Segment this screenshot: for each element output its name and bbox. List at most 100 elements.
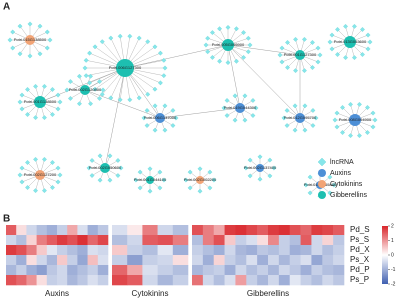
heatmap-cell — [36, 245, 48, 256]
heatmap-cell — [257, 235, 269, 246]
node-label: Potri.002G002200 — [184, 177, 217, 182]
lncrna-node — [329, 46, 335, 52]
heatmap-cell — [257, 245, 269, 256]
heatmap-cell — [172, 235, 189, 246]
row-label: Ps_X — [350, 255, 370, 264]
node-label: Potri.006G137000 — [144, 115, 177, 120]
legend-symbol — [318, 191, 326, 199]
heatmap-cell — [172, 245, 189, 256]
lncrna-node — [25, 185, 30, 190]
lncrna-node — [187, 169, 193, 175]
heatmap-cell — [67, 255, 78, 266]
heatmap-cell — [278, 255, 291, 266]
lncrna-node — [83, 57, 89, 63]
lncrna-node — [99, 39, 105, 45]
lncrna-node — [144, 108, 150, 113]
lncrna-node — [302, 36, 307, 42]
legend-label: lncRNA — [330, 159, 354, 166]
heatmap-cell — [289, 275, 301, 286]
heatmap-cell — [192, 255, 204, 266]
lncrna-node — [141, 115, 147, 121]
heatmap-cell — [172, 255, 189, 266]
lncrna-node — [86, 165, 92, 171]
heatmap-cell — [278, 235, 291, 246]
heatmap-cell — [213, 265, 225, 276]
heatmap-cell — [333, 265, 345, 276]
heatmap-cell — [278, 225, 291, 236]
edge — [227, 44, 301, 56]
heatmap-cell — [322, 235, 334, 246]
heatmap-cell — [112, 235, 128, 246]
lncrna-node — [365, 130, 370, 135]
heatmap-cell — [311, 245, 323, 256]
lncrna-node — [210, 30, 215, 35]
lncrna-node — [19, 179, 25, 185]
lncrna-node — [136, 95, 142, 101]
edge — [39, 67, 126, 103]
heatmap-cell — [268, 255, 280, 266]
lncrna-node — [224, 98, 230, 103]
lncrna-node — [77, 73, 82, 79]
lncrna-node — [302, 68, 307, 74]
lncrna-node — [27, 21, 33, 27]
row-label: Pd_X — [350, 245, 370, 254]
node-label: Potri.008G094900 — [339, 117, 372, 122]
lncrna-node — [285, 65, 290, 70]
lncrna-node — [88, 101, 93, 107]
lncrna-node — [33, 83, 38, 89]
node-label: Potri.002G127200 — [24, 172, 57, 177]
lncrna-node — [44, 29, 50, 35]
lncrna-node — [57, 172, 63, 178]
node-label: Potri.002G050600 — [89, 165, 122, 170]
lncrna-node — [365, 32, 371, 38]
heatmap-cell — [333, 235, 345, 246]
heatmap-cell — [235, 245, 247, 256]
lncrna-node — [162, 103, 168, 109]
heatmap-cell — [278, 245, 291, 256]
lncrna-node — [97, 177, 103, 183]
node-label: Potri.001G044100 — [134, 177, 167, 182]
heatmap-cell — [112, 275, 128, 286]
heatmap-cell — [26, 235, 37, 246]
heatmap-cell — [333, 255, 345, 266]
lncrna-node — [247, 173, 253, 179]
node-label: Potri.001G127300 — [284, 52, 317, 57]
heatmap-cell — [333, 245, 345, 256]
lncrna-node — [250, 113, 256, 118]
lncrna-node — [77, 101, 82, 107]
heatmap-cell — [300, 245, 312, 256]
colorbar — [382, 226, 388, 284]
lncrna-node — [144, 123, 150, 128]
lncrna-node — [257, 176, 263, 182]
lncrna-node — [47, 37, 53, 43]
heatmap-cell — [127, 275, 143, 286]
heatmap-cell — [300, 255, 312, 266]
lncrna-node — [108, 35, 114, 41]
lncrna-node — [307, 190, 313, 196]
heatmap-cell — [142, 245, 158, 256]
row-label: Ps_P — [350, 275, 369, 284]
lncrna-node — [357, 133, 362, 139]
lncrna-node — [310, 65, 315, 70]
heatmap-cell — [77, 265, 88, 276]
lncrna-node — [203, 42, 209, 48]
nodes: Potri.015G138500 Cytokinins Potri.006G1273… — [7, 21, 378, 199]
lncrna-node — [315, 45, 321, 51]
lncrna-node — [234, 58, 239, 64]
heatmap-cell — [6, 245, 17, 256]
lncrna-node — [225, 60, 231, 66]
lncrna-node — [327, 174, 333, 180]
colorbar-tick-label: 1 — [391, 238, 394, 244]
heatmap-cell — [246, 235, 258, 246]
heatmap-cell — [36, 225, 48, 236]
heatmap-cell — [157, 235, 174, 246]
heatmap-cell — [46, 235, 58, 246]
heatmap-cell — [224, 235, 236, 246]
heatmap-cell — [97, 265, 109, 276]
lncrna-node — [372, 117, 378, 123]
lncrna-node — [292, 127, 298, 133]
lncrna-node — [7, 37, 13, 43]
heatmap-cell — [311, 255, 323, 266]
lncrna-node — [360, 52, 365, 57]
lncrna-node — [225, 24, 231, 30]
